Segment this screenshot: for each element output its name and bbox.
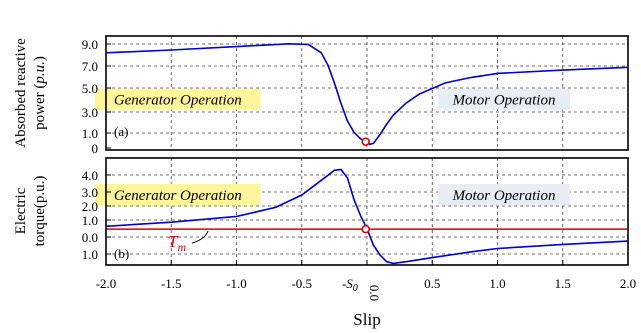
electric-torque-curve xyxy=(105,168,629,265)
annotation-text: Motor Operation xyxy=(452,93,556,109)
panel-a-ylabel-line2: power (p.u.) xyxy=(32,56,48,130)
panel-b-y-ticks: 4.03.02.01.00.01.0 xyxy=(82,168,111,262)
panel-a-y-ticks: 01.0 3.0 5.0 7.0 9.0 xyxy=(82,37,111,156)
operating-point-marker xyxy=(361,224,370,234)
tm-label-group: Tm xyxy=(168,230,209,254)
x-tick-label: 0.5 xyxy=(424,276,440,291)
y-tick-label: 5.0 xyxy=(82,81,98,96)
x-axis-label: Slip xyxy=(353,310,380,329)
x-tick-label: -1.0 xyxy=(226,276,247,291)
x-ticks: -2.0 -1.5 -1.0 -0.5 0.0 0.5 1.0 1.5 2.0 -S0 xyxy=(96,260,636,301)
y-tick-label: 3.0 xyxy=(82,105,98,120)
panel-a-ylabel-line1: Absorbed reactive xyxy=(13,38,29,148)
tm-label-sub: m xyxy=(177,240,186,254)
annotation-text: Motor Operation xyxy=(452,188,556,204)
tm-pointer xyxy=(191,230,209,244)
panel-a-reactive-power: Generator Operation Motor Operation 01.0 3… xyxy=(13,35,629,156)
annotation-highlight xyxy=(94,88,261,110)
y-tick-label: 1.0 xyxy=(82,247,98,262)
x-tick-s0-sub: 0 xyxy=(353,283,358,294)
annotation-highlight xyxy=(94,184,261,206)
panel-a-label: (a) xyxy=(114,124,128,139)
x-tick-label: 1.5 xyxy=(555,276,571,291)
panel-a-frame xyxy=(105,35,629,151)
panel-b-electric-torque: Generator Operation Motor Operation 4.0 3.… xyxy=(13,157,636,329)
y-tick-label: 3.0 xyxy=(82,185,98,200)
panel-b-ylabel-line2: torque(p.u.) xyxy=(32,176,48,247)
y-tick-label: 7.0 xyxy=(82,59,98,74)
annotation-highlight xyxy=(438,88,571,110)
y-tick-label: 9.0 xyxy=(82,37,98,52)
y-tick-label: 1.0 xyxy=(82,213,98,228)
annotation-highlight xyxy=(438,184,571,206)
y-tick-label: 2.0 xyxy=(82,199,98,214)
x-tick-label: -0.5 xyxy=(291,276,312,291)
x-tick-s0: -S0 xyxy=(342,276,358,294)
annotation-text: Generator Operation xyxy=(114,93,242,109)
panel-a-markers xyxy=(361,137,370,146)
unit-italic: p.u. xyxy=(32,61,48,85)
panel-b-markers xyxy=(361,224,370,234)
tm-label: Tm xyxy=(168,232,186,254)
x-tick-label: 1.0 xyxy=(489,276,505,291)
operating-point-marker xyxy=(361,137,370,146)
x-tick-label: 2.0 xyxy=(620,276,636,291)
panel-b-label: (b) xyxy=(114,246,129,261)
unit-close: ) xyxy=(32,56,48,61)
panel-b-annotations: Generator Operation Motor Operation xyxy=(94,184,571,206)
panel-a-annotations: Generator Operation Motor Operation xyxy=(94,88,571,110)
y-tick-label: 1.0 xyxy=(82,126,98,141)
y-tick-label: 0.0 xyxy=(82,230,98,245)
panel-b-ylabel-line1: Electric xyxy=(13,187,29,234)
y-tick-label: 4.0 xyxy=(82,168,98,183)
x-tick-label: -1.5 xyxy=(161,276,182,291)
annotation-text: Generator Operation xyxy=(114,188,242,204)
x-tick-label: 0.0 xyxy=(367,285,382,301)
y-tick-label: 0 xyxy=(92,141,99,156)
x-tick-label: -2.0 xyxy=(96,276,117,291)
